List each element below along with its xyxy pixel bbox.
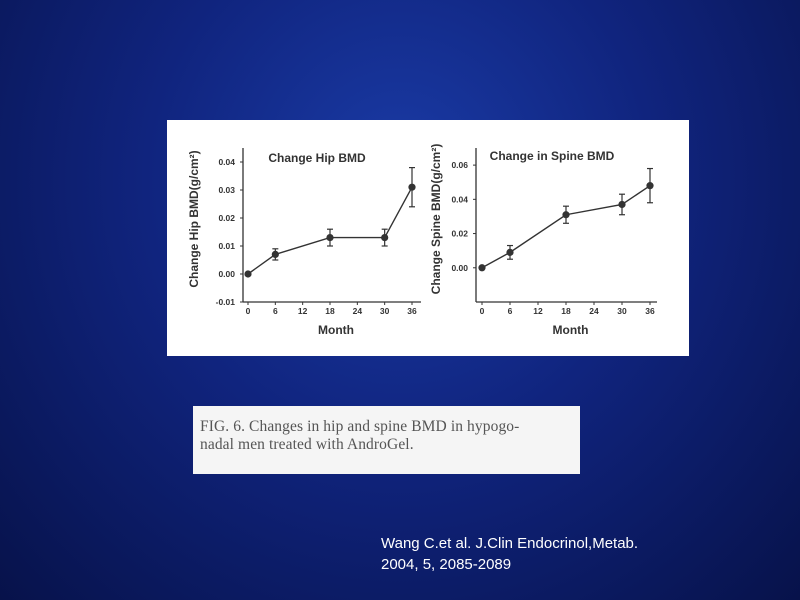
hip-data-point: [326, 234, 334, 242]
spine-y-tick-label: 0.02: [451, 229, 468, 239]
spine-data-point: [618, 200, 626, 209]
spine-data-point: [646, 182, 654, 190]
hip-x-tick-label: 24: [353, 306, 363, 316]
spine-series-line: [481, 185, 651, 269]
hip-x-tick-label: 36: [407, 306, 417, 316]
hip-x-tick-label: 18: [325, 306, 335, 316]
hip-y-tick-label: 0.00: [218, 269, 235, 279]
hip-data-point: [271, 250, 279, 258]
hip-chart-title: Change Hip BMD: [268, 151, 366, 165]
bmd-charts: -0.01 0.00 0.01 0.02 0.03 0.04 0 6 12 18 24 30 36 Cha…: [187, 144, 657, 337]
hip-data-point: [381, 234, 389, 242]
hip-y-tick-label: 0.04: [218, 157, 235, 167]
figure-caption-box: FIG. 6. Changes in hip and spine BMD in …: [193, 406, 580, 474]
citation-line-1: Wang C.et al. J.Clin Endocrinol,Metab.: [381, 535, 639, 552]
hip-x-tick-label: 6: [273, 306, 278, 316]
spine-data-point: [562, 211, 570, 219]
hip-y-tick-label: -0.01: [216, 297, 236, 307]
hip-y-axis-label: Change Hip BMD(g/cm²): [187, 150, 201, 287]
spine-y-tick-label: 0.04: [451, 194, 468, 204]
hip-data-point: [408, 183, 416, 191]
spine-x-tick-label: 12: [533, 306, 543, 316]
spine-x-axis-label: Month: [553, 323, 589, 337]
spine-x-tick-label: 6: [508, 306, 513, 316]
hip-x-axis-label: Month: [318, 323, 354, 337]
citation: Wang C.et al. J.Clin Endocrinol,Metab. 2…: [381, 533, 638, 575]
hip-data-point: [244, 270, 252, 278]
citation-line-2: 2004, 5, 2085-2089: [381, 556, 512, 573]
spine-data-point: [506, 248, 514, 256]
hip-y-tick-label: 0.02: [218, 213, 235, 223]
spine-data-point: [478, 264, 486, 272]
spine-x-tick-label: 18: [561, 306, 571, 316]
spine-x-tick-label: 24: [589, 306, 599, 316]
spine-y-tick-label: 0.00: [451, 263, 468, 273]
figure-panel: -0.01 0.00 0.01 0.02 0.03 0.04 0 6 12 18 24 30 36 Cha…: [167, 120, 689, 356]
spine-chart: 0.00 0.02 0.04 0.06 0 6 12 18 24 30 36 Change in Sp…: [429, 144, 657, 337]
figure-caption: FIG. 6. Changes in hip and spine BMD in …: [200, 418, 520, 453]
spine-x-tick-label: 36: [645, 306, 655, 316]
hip-x-tick-label: 0: [246, 306, 251, 316]
spine-x-tick-label: 0: [480, 306, 485, 316]
hip-x-tick-label: 12: [298, 306, 308, 316]
hip-chart: -0.01 0.00 0.01 0.02 0.03 0.04 0 6 12 18 24 30 36 Cha…: [187, 148, 421, 337]
spine-chart-title: Change in Spine BMD: [490, 149, 615, 163]
hip-y-tick-label: 0.03: [218, 185, 235, 195]
spine-y-axis-label: Change Spine BMD(g/cm²): [429, 144, 443, 295]
spine-y-tick-label: 0.06: [451, 160, 468, 170]
hip-y-tick-label: 0.01: [218, 241, 235, 251]
hip-x-tick-label: 30: [380, 306, 390, 316]
spine-x-tick-label: 30: [617, 306, 627, 316]
